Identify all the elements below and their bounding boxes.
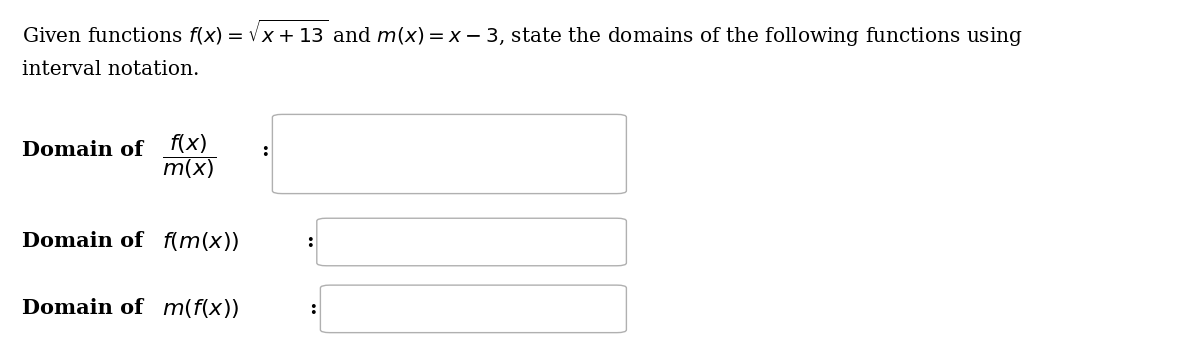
Text: :: : [306,231,313,251]
FancyBboxPatch shape [320,285,626,333]
Text: Domain of: Domain of [22,140,143,159]
Text: $\dfrac{f(x)}{m(x)}$: $\dfrac{f(x)}{m(x)}$ [162,132,216,181]
Text: interval notation.: interval notation. [22,60,199,79]
Text: Domain of: Domain of [22,231,143,251]
Text: :: : [262,140,269,159]
Text: $m(f(x))$: $m(f(x))$ [162,296,240,320]
FancyBboxPatch shape [317,218,626,266]
Text: Given functions $f(x) = \sqrt{x + 13}$ and $m(x) = x - 3$, state the domains of : Given functions $f(x) = \sqrt{x + 13}$ a… [22,18,1022,49]
FancyBboxPatch shape [272,114,626,194]
Text: Domain of: Domain of [22,298,143,318]
Text: :: : [310,298,317,318]
Text: $f(m(x))$: $f(m(x))$ [162,230,240,253]
